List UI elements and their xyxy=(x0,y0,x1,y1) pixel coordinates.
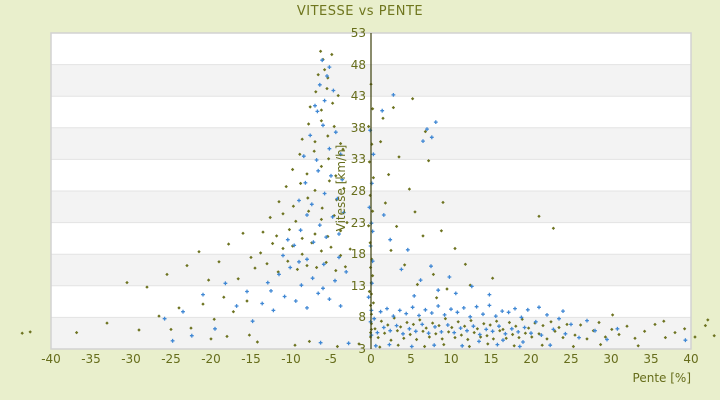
x-tick-label: 15 xyxy=(483,352,499,366)
x-tick-label: 40 xyxy=(683,352,699,366)
y-tick-label: 48 xyxy=(350,57,366,72)
y-tick-label: 13 xyxy=(350,278,366,293)
series-serie-blue-points xyxy=(162,58,688,349)
x-tick-label: 25 xyxy=(563,352,579,366)
x-tick-label: 35 xyxy=(643,352,659,366)
x-tick-label: -15 xyxy=(241,352,261,366)
chart-title: VITESSE vs PENTE xyxy=(296,4,424,19)
x-tick-label: -5 xyxy=(325,352,337,366)
y-tick-label: 38 xyxy=(350,120,366,135)
y-tick-label: 53 xyxy=(350,26,366,40)
x-tick-label: 5 xyxy=(407,352,415,366)
y-tick-label: 33 xyxy=(350,152,366,167)
y-axis-title: Vitesse [km/h] xyxy=(334,144,348,232)
x-tick-label: -40 xyxy=(41,352,61,366)
x-tick-label: 0 xyxy=(367,352,375,366)
y-tick-label: 43 xyxy=(350,89,366,104)
x-tick-label: 10 xyxy=(443,352,459,366)
x-tick-label: 20 xyxy=(523,352,539,366)
x-tick-label: 30 xyxy=(603,352,619,366)
x-tick-label: -25 xyxy=(161,352,181,366)
y-tick-label: 18 xyxy=(350,247,366,262)
y-tick-label: 23 xyxy=(350,215,366,230)
y-tick-label: 28 xyxy=(350,184,366,198)
x-tick-label: -20 xyxy=(201,352,221,366)
x-tick-label: -10 xyxy=(281,352,301,366)
x-tick-label: -30 xyxy=(121,352,141,366)
y-tick-label: 8 xyxy=(358,310,366,325)
y-tick-label: 3 xyxy=(358,342,366,356)
x-axis-title: Pente [%] xyxy=(632,371,691,385)
x-tick-label: -35 xyxy=(81,352,101,366)
